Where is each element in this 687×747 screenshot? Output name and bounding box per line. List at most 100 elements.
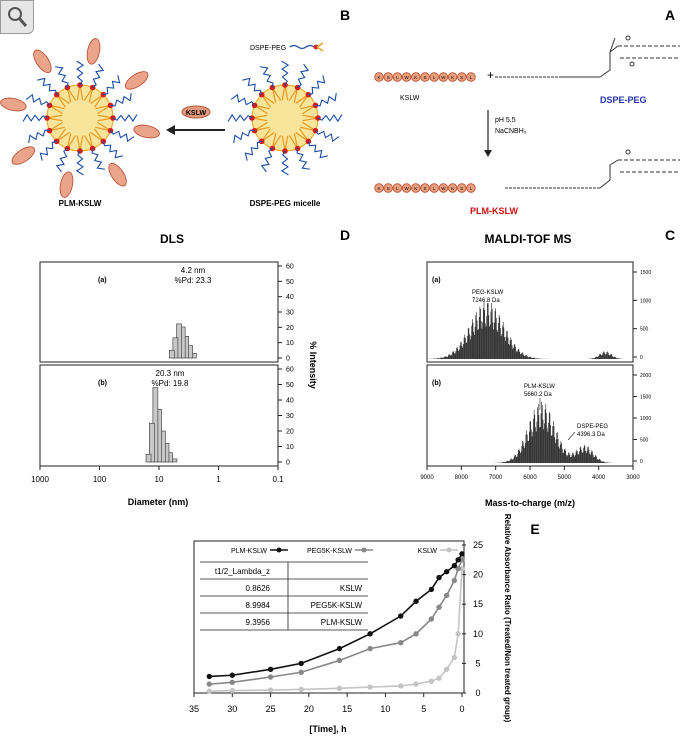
series-point — [367, 684, 373, 690]
zoom-button[interactable] — [0, 0, 34, 34]
maldi-spectrum-b — [478, 401, 624, 463]
tick-label: 60 — [286, 264, 294, 271]
peg-chain — [315, 92, 337, 107]
lipid-headgroup — [100, 138, 107, 145]
peg-chain — [76, 60, 85, 86]
tick-label: 1000 — [640, 416, 651, 422]
tick-label: 5000 — [558, 475, 572, 481]
dls-pd-b: %Pd: 19.8 — [152, 379, 189, 388]
peg-chain — [25, 93, 50, 106]
peg-chain — [92, 63, 105, 88]
series-point — [451, 563, 458, 569]
chart-x-ticks: 0 5 10 15 20 25 30 35 — [189, 693, 465, 714]
peptide-residue-letter: L — [433, 186, 436, 191]
dls-x-label: Diameter (nm) — [128, 497, 189, 507]
tick-label: 40 — [286, 294, 294, 301]
peptide-residue-letter: S — [423, 75, 426, 80]
peptide-residue — [447, 72, 458, 82]
ksLw-peptide-head — [133, 124, 160, 139]
series-point — [267, 666, 274, 673]
peg-chain — [281, 60, 290, 86]
peg-chain — [308, 75, 326, 96]
peptide-residue-letter: W — [441, 75, 446, 80]
peg-chain — [297, 63, 310, 88]
peptide-residue — [374, 72, 384, 82]
series-point — [267, 687, 274, 693]
tick-label: 10 — [286, 340, 294, 347]
peptide-residue — [383, 183, 393, 193]
peptide-residue — [457, 72, 467, 82]
dls-pd-a: %Pd: 23.3 — [175, 276, 212, 285]
peptide-residue-letter: S — [460, 75, 463, 80]
series-point — [336, 685, 343, 691]
peptide-residue-letter: S — [387, 75, 390, 80]
tick-label: 500 — [640, 438, 649, 444]
panel-label-a: A — [665, 7, 675, 23]
peg-chain — [22, 113, 48, 122]
tick-label: 0 — [459, 704, 464, 714]
series-point — [398, 613, 404, 619]
magnifier-icon — [8, 7, 28, 27]
maldi-spectrum-a — [426, 302, 632, 359]
tick-label: 0 — [286, 460, 290, 467]
maldi-peak-b2-name: DSPE-PEG — [577, 424, 608, 430]
peg-chain — [315, 130, 340, 143]
peptide-residue-letter: K — [377, 75, 380, 80]
series-line — [209, 559, 463, 685]
peptide-residue — [438, 183, 449, 193]
tick-label: 15 — [342, 704, 352, 714]
dls-bar — [172, 337, 179, 359]
reagent-legend-label: DSPE-PEG — [250, 45, 286, 52]
series-point — [229, 687, 235, 694]
series-point — [428, 678, 435, 684]
condition-reagent: NaCNBH₃ — [495, 128, 527, 135]
series-point — [459, 565, 465, 572]
tick-label: 1000 — [31, 475, 49, 484]
peg-chain — [307, 141, 328, 159]
condition-ph: pH 5.5 — [495, 117, 516, 124]
plm-ksLw-label: PLM-KSLW — [59, 199, 102, 208]
peg-chain — [37, 77, 58, 95]
chart-frame — [193, 540, 465, 694]
tick-label: 15 — [473, 599, 483, 609]
series-point — [428, 616, 435, 622]
series-point — [206, 688, 213, 694]
peptide-residue-letter: L — [396, 186, 399, 191]
tick-label: 0.1 — [272, 475, 284, 484]
table-cell-value: t1/2_Lambda_z — [215, 567, 270, 576]
ksLw-peptide-head — [33, 49, 52, 74]
peptide-label: KSLW — [400, 95, 420, 102]
tick-label: 1500 — [640, 395, 651, 401]
table-cell-value: 8.9984 — [246, 601, 271, 610]
maldi-frame-a — [426, 261, 634, 363]
peg-chain — [28, 129, 50, 144]
dls-x-ticks: 0.1 1 10 100 1000 — [31, 466, 284, 484]
series-point — [398, 639, 404, 646]
peg-chain — [242, 77, 263, 95]
series-point — [298, 669, 304, 675]
series-point — [398, 683, 404, 689]
peptide-residue — [457, 183, 467, 193]
peptide-residue — [429, 183, 439, 193]
tick-label: 25 — [473, 540, 483, 550]
series-point — [229, 679, 235, 686]
legend-label: PLM-KSLW — [231, 548, 267, 555]
tick-label: 30 — [227, 704, 237, 714]
tick-label: 1 — [216, 475, 221, 484]
peptide-residue-letter: K — [377, 186, 380, 191]
dspe-peg-label: DSPE-PEG — [600, 95, 647, 105]
peg-chain — [244, 140, 262, 161]
dspe-peg-micelle — [227, 60, 343, 176]
tick-label: 25 — [266, 704, 276, 714]
tick-label: 30 — [286, 310, 294, 317]
series-point — [413, 631, 419, 637]
maldi-y-ticks-b: 0 500 1000 1500 2000 — [633, 373, 651, 465]
dls-bars — [145, 323, 197, 463]
series-point — [298, 686, 304, 693]
peptide-residue-letter: L — [396, 75, 399, 80]
tick-label: 500 — [640, 327, 649, 333]
tick-label: 50 — [286, 382, 294, 389]
dspe-lipid-structure — [599, 35, 680, 78]
legend-label: KSLW — [418, 548, 438, 555]
